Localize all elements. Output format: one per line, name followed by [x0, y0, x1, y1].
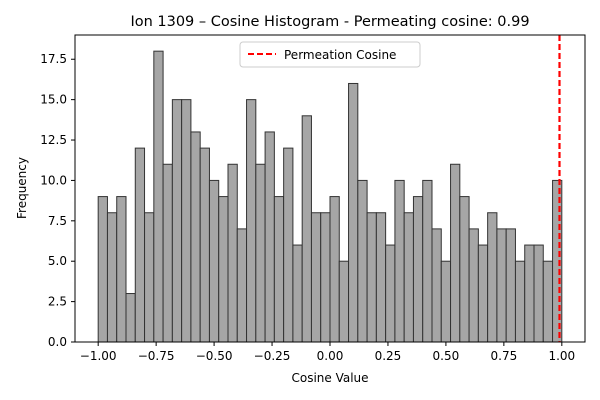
histogram-bar	[106, 212, 118, 343]
y-tick-label: 2.5	[48, 295, 67, 309]
x-tick-label: −0.25	[254, 349, 291, 363]
histogram-bar	[524, 244, 535, 343]
x-axis-label: Cosine Value	[291, 371, 368, 385]
histogram-bar	[292, 244, 303, 343]
legend-box	[239, 41, 421, 68]
histogram-bar	[366, 212, 377, 343]
histogram-bar	[514, 260, 526, 343]
histogram-bar	[190, 131, 201, 343]
histogram-bar	[283, 147, 294, 343]
histogram-bar	[496, 228, 507, 343]
histogram-bar	[218, 196, 229, 343]
histogram-bar	[310, 212, 322, 343]
histogram-bar	[97, 196, 108, 343]
histogram-bar	[440, 260, 452, 343]
histogram-bar	[227, 163, 238, 343]
histogram-bar	[208, 179, 220, 343]
histogram-bar	[320, 212, 331, 343]
histogram-bar	[144, 212, 155, 343]
x-tick-label: 0.25	[375, 349, 402, 363]
histogram-bar	[403, 212, 414, 343]
histogram-bar	[357, 179, 368, 343]
x-axis: −1.00 −0.75 −0.50 −0.25 0.00 0.25 0.50 0.75 1.00	[80, 342, 575, 363]
histogram-bar	[487, 212, 498, 343]
histogram-bar	[329, 196, 340, 343]
histogram-bar	[199, 147, 210, 343]
histogram-bar	[153, 50, 164, 343]
histogram-bar	[255, 163, 266, 343]
histogram-bar	[450, 163, 461, 343]
histogram-bar	[477, 244, 489, 343]
legend-label: Permeation Cosine	[284, 48, 396, 62]
x-tick-label: −0.75	[138, 349, 175, 363]
histogram-bar	[385, 244, 396, 343]
histogram-bar	[134, 147, 146, 343]
histogram-bar	[264, 131, 275, 343]
y-tick-label: 12.5	[40, 133, 67, 147]
y-tick-label: 10.0	[40, 173, 67, 187]
histogram-bar	[181, 99, 192, 343]
y-tick-label: 5.0	[48, 254, 67, 268]
histogram-bar	[162, 163, 173, 343]
histogram-bar	[412, 196, 424, 343]
histogram-bar	[125, 293, 136, 343]
y-axis-label: Frequency	[15, 157, 29, 219]
y-tick-label: 7.5	[48, 214, 67, 228]
y-axis: 0.0 2.5 5.0 7.5 10.0 12.5 15.0 17.5	[40, 52, 75, 349]
histogram-bar	[542, 260, 554, 343]
histogram-bar	[468, 228, 479, 343]
x-tick-label: 1.00	[548, 349, 575, 363]
histogram-bar	[338, 260, 350, 343]
histogram-bar	[459, 196, 470, 343]
x-tick-label: 0.00	[317, 349, 344, 363]
bars-layer	[97, 50, 563, 343]
y-tick-label: 15.0	[40, 93, 67, 107]
histogram-bar	[171, 99, 183, 343]
y-tick-label: 0.0	[48, 335, 67, 349]
x-tick-label: 0.50	[433, 349, 460, 363]
legend: Permeation Cosine	[239, 41, 421, 68]
histogram-bar	[422, 179, 433, 343]
histogram-bar	[246, 99, 257, 343]
histogram-bar	[533, 244, 544, 343]
histogram-bar	[505, 228, 516, 343]
x-tick-label: −1.00	[80, 349, 117, 363]
histogram-bar	[375, 212, 387, 343]
histogram-bar	[236, 228, 248, 343]
y-tick-label: 17.5	[40, 52, 67, 66]
x-tick-label: 0.75	[491, 349, 518, 363]
x-tick-label: −0.50	[196, 349, 233, 363]
histogram-bar	[116, 196, 127, 343]
chart-title: Ion 1309 – Cosine Histogram - Permeating…	[130, 14, 529, 30]
histogram-bar	[394, 179, 405, 343]
histogram-bar	[301, 115, 312, 343]
histogram-bar	[273, 196, 285, 343]
histogram-bar	[348, 82, 359, 343]
histogram-bar	[431, 228, 442, 343]
